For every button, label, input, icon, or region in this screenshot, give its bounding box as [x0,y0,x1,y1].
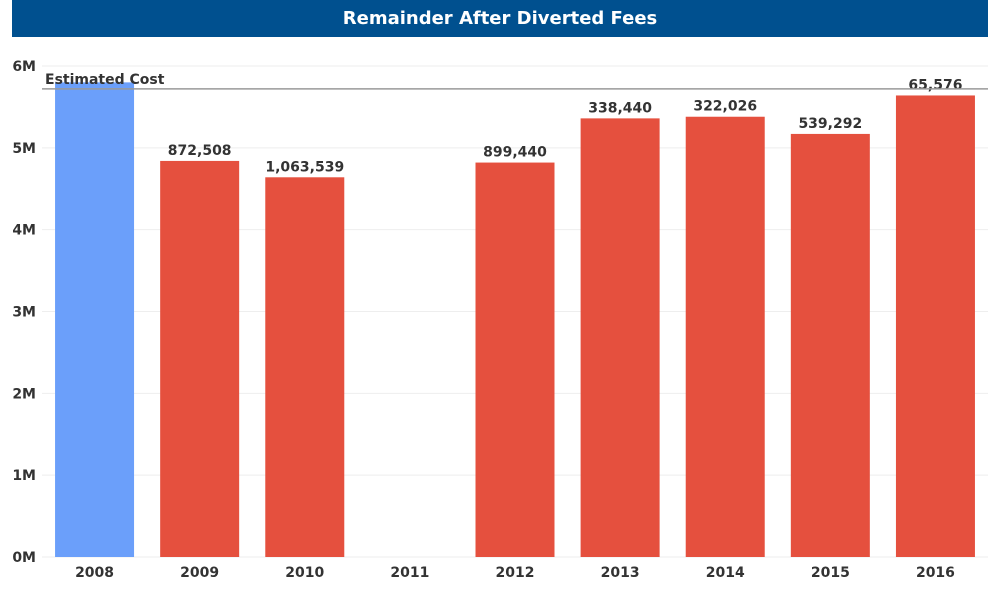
data-label-2013: 338,440 [588,100,652,116]
reference-line-label: Estimated Cost [45,72,165,88]
x-tick-label: 2010 [285,565,324,581]
x-tick-label: 2008 [75,565,114,581]
x-tick-label: 2011 [390,565,429,581]
data-label-2009: 872,508 [168,143,232,159]
y-axis: 0M 1M 2M 3M 4M 5M 6M [12,59,36,566]
x-tick-label: 2009 [180,565,219,581]
y-tick-label: 0M [12,550,36,566]
data-label-2010: 1,063,539 [265,159,344,175]
bar-2013[interactable] [580,118,660,557]
bar-2009[interactable] [160,160,240,557]
data-label-2012: 899,440 [483,145,547,161]
y-tick-label: 2M [12,386,36,402]
data-label-2014: 322,026 [693,99,757,115]
y-tick-label: 5M [12,141,36,157]
data-label-2015: 539,292 [798,116,862,132]
bar-2010[interactable] [265,177,345,557]
y-tick-label: 4M [12,223,36,239]
y-tick-label: 1M [12,468,36,484]
bar-2008[interactable] [55,82,135,557]
bar-2014[interactable] [685,116,765,557]
data-label-2016: 65,576 [908,77,962,93]
bar-2016[interactable] [895,95,975,558]
x-tick-label: 2015 [811,565,850,581]
x-tick-label: 2013 [601,565,640,581]
x-tick-label: 2012 [496,565,535,581]
y-tick-label: 3M [12,305,36,321]
x-axis: 2008 2009 2010 2011 2012 2013 2014 2015 2016 [75,565,955,581]
y-tick-label: 6M [12,59,36,75]
bar-2015[interactable] [790,133,870,557]
bar-2012[interactable] [475,162,555,557]
reference-line-group: Estimated Cost [42,72,988,90]
x-tick-label: 2016 [916,565,955,581]
x-tick-label: 2014 [706,565,745,581]
chart-title: Remainder After Diverted Fees [12,0,988,37]
bars [55,82,975,558]
